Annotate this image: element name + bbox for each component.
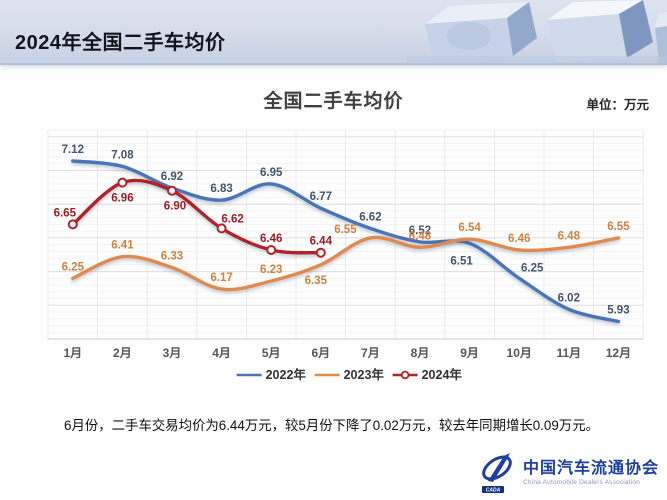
legend-item-2022年: 2022年 [236,367,307,382]
chart-unit-label: 单位：万元 [586,98,649,112]
legend-item-2023年: 2023年 [314,367,385,382]
summary-note: 6月份，二手车交易均价为6.44万元，较5月份下降了0.02万元，较去年同期增长… [64,418,599,433]
series-marker-2024年 [266,245,277,255]
cubes-graphic [407,0,667,63]
data-label: 6.51 [450,255,473,267]
data-label: 6.62 [359,211,381,223]
data-label: 6.48 [409,230,432,242]
data-label: 6.02 [558,292,580,304]
chart-title: 全国二手车均价 [263,91,404,112]
legend-label: 2023年 [344,367,385,382]
data-label: 6.65 [54,207,77,219]
data-label: 6.41 [111,240,134,252]
series-marker-2024年 [216,223,227,234]
cada-logo: CADA 中国汽车流通协会 China Automobile Dealers A… [477,452,659,494]
data-label: 6.25 [62,261,85,273]
page-title: 2024年全国二手车均价 [15,32,226,54]
legend-label: 2024年 [422,367,463,382]
data-label: 5.93 [607,305,629,317]
series-marker-2024年 [315,247,326,258]
data-label: 6.62 [221,213,243,225]
series-marker-2024年 [67,219,78,230]
x-axis-label: 9月 [460,346,479,360]
x-axis-label: 12月 [606,346,631,360]
data-label: 6.92 [161,171,183,183]
series-line-2022年 [71,159,621,324]
x-axis-label: 2月 [113,346,132,360]
data-label: 6.83 [210,183,232,195]
cada-logo-icon: CADA [481,453,512,494]
data-label: 7.12 [62,144,84,156]
legend-marker [400,370,410,380]
data-label: 6.54 [458,222,481,234]
data-label: 6.44 [310,236,333,248]
data-label: 6.35 [305,275,328,287]
header-banner: 2024年全国二手车均价 [0,0,667,65]
x-axis-label: 8月 [411,346,430,360]
data-label: 6.46 [508,233,530,245]
series-marker-2024年 [167,185,177,196]
data-label: 6.55 [334,224,357,236]
x-axis-label: 1月 [63,346,82,360]
data-label: 7.08 [111,149,134,161]
logo-name-en: China Automobile Dealers Association [522,479,641,487]
data-label: 6.33 [161,251,183,263]
data-label: 6.77 [310,191,332,203]
data-label: 6.48 [558,230,581,242]
data-label: 6.23 [260,264,282,276]
series-line-2023年 [71,235,621,292]
legend-label: 2022年 [266,367,307,382]
data-label: 6.17 [210,272,232,284]
logo-name-zh: 中国汽车流通协会 [522,459,659,477]
data-label: 6.95 [260,167,283,179]
x-axis-label: 10月 [507,346,532,360]
data-label: 6.46 [260,233,282,245]
legend-item-2024年: 2024年 [392,367,463,382]
x-axis-label: 6月 [311,346,330,360]
data-label: 6.90 [164,201,186,213]
data-label: 6.25 [521,262,544,274]
x-axis-label: 5月 [262,346,281,360]
series-marker-2024年 [117,177,128,188]
x-axis-label: 3月 [163,346,182,360]
x-axis-label: 4月 [212,346,231,360]
x-axis-label: 11月 [556,346,581,360]
data-label: 6.52 [409,225,431,237]
price-chart: 7.12 7.08 6.92 6.83 6.95 6.77 6.62 6.52 6.51 6.25… [0,115,667,400]
data-label: 6.96 [111,193,133,205]
svg-text:CADA: CADA [486,488,501,494]
x-axis-label: 7月 [361,346,380,360]
data-label: 6.55 [607,221,630,233]
